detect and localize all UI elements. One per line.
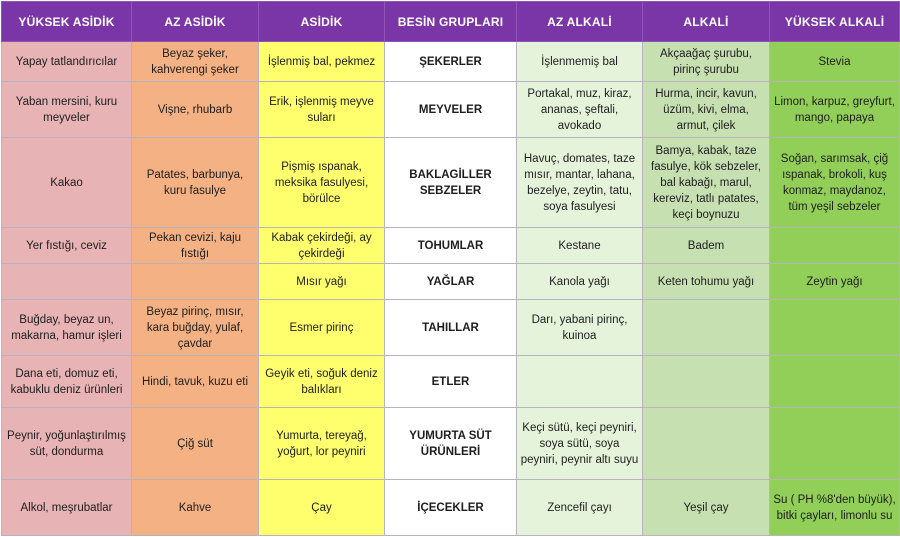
cell-besin-grubu: TAHILLAR — [384, 299, 517, 356]
cell-besin-grubu: MEYVELER — [384, 81, 517, 138]
cell-az-asidik: Pekan cevizi, kaju fıstığı — [131, 227, 259, 264]
cell-az-asidik — [131, 263, 259, 300]
cell-asidik: İşlenmiş bal, pekmez — [258, 41, 385, 82]
cell-alkali — [642, 299, 770, 356]
cell-asidik: Esmer pirinç — [258, 299, 385, 356]
cell-asidik: Kabak çekirdeği, ay çekirdeği — [258, 227, 385, 264]
cell-yuksek-asidik: Peynir, yoğunlaştırılmış süt, dondurma — [1, 407, 132, 480]
row-tohumlar: Yer fıstığı, ceviz Pekan cevizi, kaju fı… — [1, 227, 900, 264]
cell-besin-grubu: İÇECEKLER — [384, 479, 517, 536]
cell-besin-grubu: YUMURTA SÜT ÜRÜNLERİ — [384, 407, 517, 480]
cell-yuksek-asidik — [1, 263, 132, 300]
cell-besin-grubu: ETLER — [384, 355, 517, 408]
cell-yuksek-asidik: Buğday, beyaz un, makarna, hamur işleri — [1, 299, 132, 356]
cell-az-alkali: Kestane — [516, 227, 643, 264]
row-sekerler: Yapay tatlandırıcılar Beyaz şeker, kahve… — [1, 41, 900, 82]
cell-alkali: Badem — [642, 227, 770, 264]
row-etler: Dana eti, domuz eti, kabuklu deniz ürünl… — [1, 355, 900, 408]
cell-alkali: Bamya, kabak, taze fasulye, kök sebzeler… — [642, 137, 770, 228]
header-alkali: ALKALİ — [642, 1, 770, 42]
cell-asidik: Mısır yağı — [258, 263, 385, 300]
cell-asidik: Pişmiş ıspanak, meksika fasulyesi, börül… — [258, 137, 385, 228]
cell-besin-grubu: YAĞLAR — [384, 263, 517, 300]
cell-alkali: Hurma, incir, kavun, üzüm, kivi, elma, a… — [642, 81, 770, 138]
cell-yuksek-asidik: Kakao — [1, 137, 132, 228]
row-baklagiller-sebzeler: Kakao Patates, barbunya, kuru fasulye Pi… — [1, 137, 900, 228]
cell-az-alkali: Zencefil çayı — [516, 479, 643, 536]
cell-az-alkali: Kanola yağı — [516, 263, 643, 300]
cell-asidik: Erik, işlenmiş meyve suları — [258, 81, 385, 138]
cell-alkali: Keten tohumu yağı — [642, 263, 770, 300]
cell-asidik: Çay — [258, 479, 385, 536]
cell-asidik: Geyik eti, soğuk deniz balıkları — [258, 355, 385, 408]
row-yaglar: Mısır yağı YAĞLAR Kanola yağı Keten tohu… — [1, 263, 900, 300]
header-row: YÜKSEK ASİDİK AZ ASİDİK ASİDİK BESİN GRU… — [1, 1, 900, 42]
cell-az-asidik: Kahve — [131, 479, 259, 536]
cell-alkali: Akçaağaç şurubu, pirinç şurubu — [642, 41, 770, 82]
cell-yuksek-alkali: Soğan, sarımsak, çiğ ıspanak, brokoli, k… — [769, 137, 900, 228]
header-yuksek-alkali: YÜKSEK ALKALİ — [769, 1, 900, 42]
cell-yuksek-alkali — [769, 299, 900, 356]
cell-besin-grubu: ŞEKERLER — [384, 41, 517, 82]
cell-alkali: Yeşil çay — [642, 479, 770, 536]
header-yuksek-asidik: YÜKSEK ASİDİK — [1, 1, 132, 42]
cell-yuksek-alkali — [769, 227, 900, 264]
header-az-alkali: AZ ALKALİ — [516, 1, 643, 42]
cell-az-alkali: Darı, yabani pirinç, kuinoa — [516, 299, 643, 356]
cell-az-alkali: Havuç, domates, taze mısır, mantar, laha… — [516, 137, 643, 228]
header-besin-gruplari: BESİN GRUPLARI — [384, 1, 517, 42]
cell-az-alkali — [516, 355, 643, 408]
row-meyveler: Yaban mersini, kuru meyveler Vişne, rhub… — [1, 81, 900, 138]
cell-alkali — [642, 407, 770, 480]
header-az-asidik: AZ ASİDİK — [131, 1, 259, 42]
cell-besin-grubu: BAKLAGİLLER SEBZELER — [384, 137, 517, 228]
cell-az-asidik: Patates, barbunya, kuru fasulye — [131, 137, 259, 228]
row-yumurta-sut-urunleri: Peynir, yoğunlaştırılmış süt, dondurma Ç… — [1, 407, 900, 480]
cell-yuksek-asidik: Dana eti, domuz eti, kabuklu deniz ürünl… — [1, 355, 132, 408]
cell-yuksek-alkali: Stevia — [769, 41, 900, 82]
row-icecekler: Alkol, meşrubatlar Kahve Çay İÇECEKLER Z… — [1, 479, 900, 536]
cell-yuksek-alkali: Limon, karpuz, greyfurt, mango, papaya — [769, 81, 900, 138]
cell-yuksek-alkali: Su ( PH %8'den büyük), bitki çayları, li… — [769, 479, 900, 536]
cell-yuksek-alkali — [769, 407, 900, 480]
cell-az-asidik: Vişne, rhubarb — [131, 81, 259, 138]
cell-asidik: Yumurta, tereyağ, yoğurt, lor peyniri — [258, 407, 385, 480]
cell-az-alkali: İşlenmemiş bal — [516, 41, 643, 82]
cell-az-asidik: Beyaz pirinç, mısır, kara buğday, yulaf,… — [131, 299, 259, 356]
cell-az-alkali: Portakal, muz, kiraz, ananas, şeftali, a… — [516, 81, 643, 138]
header-asidik: ASİDİK — [258, 1, 385, 42]
cell-yuksek-asidik: Alkol, meşrubatlar — [1, 479, 132, 536]
cell-yuksek-asidik: Yer fıstığı, ceviz — [1, 227, 132, 264]
row-tahillar: Buğday, beyaz un, makarna, hamur işleri … — [1, 299, 900, 356]
cell-az-asidik: Hindi, tavuk, kuzu eti — [131, 355, 259, 408]
cell-az-asidik: Beyaz şeker, kahverengi şeker — [131, 41, 259, 82]
cell-yuksek-alkali: Zeytin yağı — [769, 263, 900, 300]
cell-yuksek-asidik: Yaban mersini, kuru meyveler — [1, 81, 132, 138]
cell-az-asidik: Çiğ süt — [131, 407, 259, 480]
cell-alkali — [642, 355, 770, 408]
cell-yuksek-asidik: Yapay tatlandırıcılar — [1, 41, 132, 82]
cell-az-alkali: Keçi sütü, keçi peyniri, soya sütü, soya… — [516, 407, 643, 480]
cell-yuksek-alkali — [769, 355, 900, 408]
cell-besin-grubu: TOHUMLAR — [384, 227, 517, 264]
